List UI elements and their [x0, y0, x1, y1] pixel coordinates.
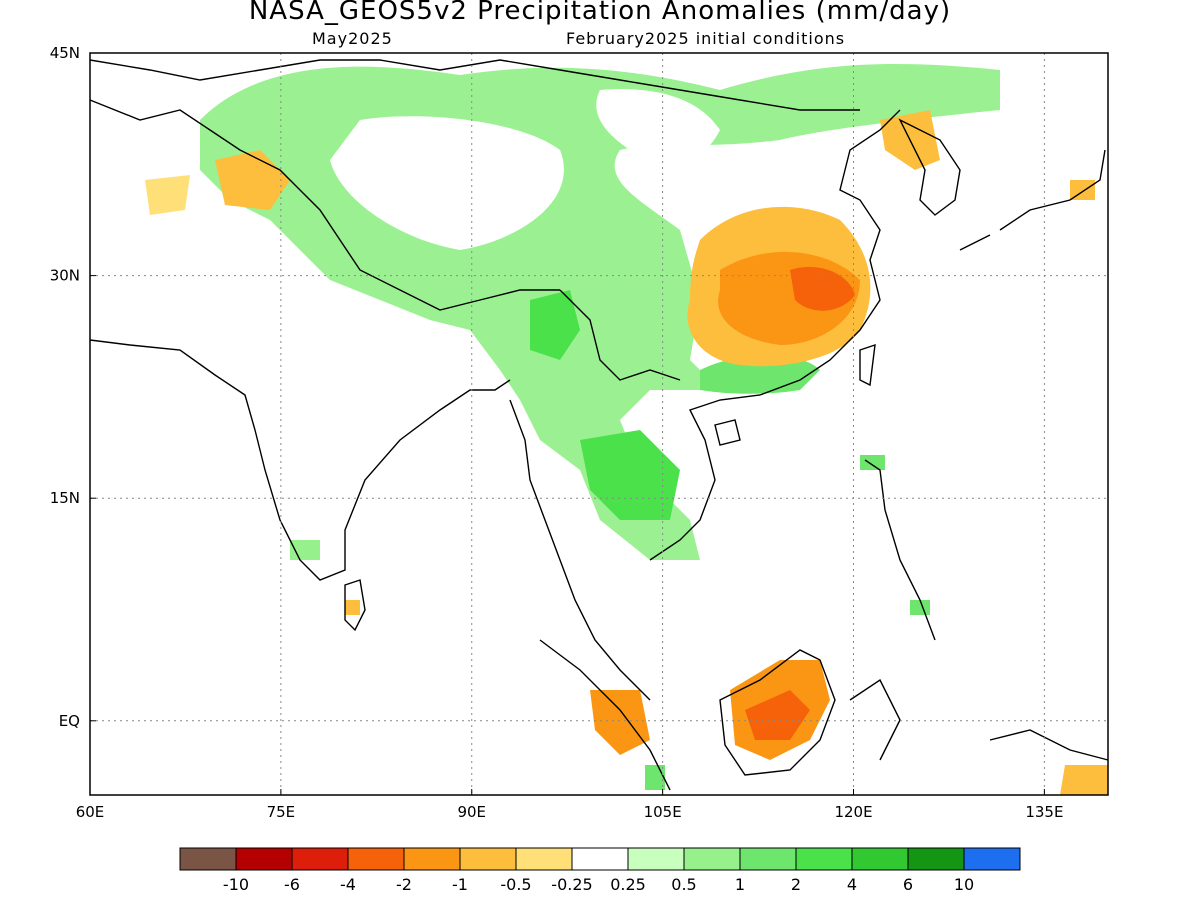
colorbar-swatch — [459, 847, 517, 871]
dry-region-sumatra — [590, 690, 650, 755]
colorbar-label: -2 — [396, 875, 412, 894]
colorbar-swatch — [179, 847, 237, 871]
y-tick-label: 45N — [50, 44, 80, 62]
initial-conditions: February2025 initial conditions — [566, 29, 846, 48]
y-tick-label: EQ — [59, 712, 80, 730]
colorbar: -10 -6 -4 -2 -1 -0.5 -0.25 0.25 0.5 1 2 4 6 10 — [179, 847, 1021, 894]
colorbar-label: -10 — [223, 875, 249, 894]
forecast-month: May2025 — [312, 29, 393, 48]
colorbar-label: 0.5 — [671, 875, 696, 894]
colorbar-label: 1 — [735, 875, 745, 894]
colorbar-label: -4 — [340, 875, 356, 894]
x-tick-label: 120E — [834, 803, 872, 821]
anomaly-shading — [145, 64, 1108, 795]
y-tick-label: 30N — [50, 267, 80, 285]
coastlines — [89, 59, 1109, 791]
x-tick-label: 135E — [1025, 803, 1063, 821]
colorbar-swatch — [571, 847, 629, 871]
axis-ticks: 60E 75E 90E 105E 120E 135E 45N 30N 15N EQ — [50, 44, 1064, 821]
colorbar-swatch — [851, 847, 909, 871]
colorbar-label: -0.5 — [500, 875, 531, 894]
x-tick-label: 105E — [644, 803, 682, 821]
wet-core-burma — [530, 290, 580, 360]
x-tick-label: 75E — [267, 803, 296, 821]
colorbar-label: 4 — [847, 875, 857, 894]
colorbar-label: 0.25 — [610, 875, 646, 894]
colorbar-label: 2 — [791, 875, 801, 894]
colorbar-swatch — [963, 847, 1021, 871]
colorbar-label: -0.25 — [551, 875, 592, 894]
colorbar-swatch — [515, 847, 573, 871]
colorbar-label: 10 — [954, 875, 974, 894]
x-tick-label: 60E — [76, 803, 105, 821]
colorbar-swatch — [795, 847, 853, 871]
colorbar-label: -6 — [284, 875, 300, 894]
x-tick-label: 90E — [457, 803, 486, 821]
colorbar-swatch — [739, 847, 797, 871]
map-title: NASA_GEOS5v2 Precipitation Anomalies (mm… — [248, 0, 952, 26]
colorbar-label: 6 — [903, 875, 913, 894]
colorbar-swatch — [403, 847, 461, 871]
colorbar-swatch — [347, 847, 405, 871]
map-frame — [89, 52, 1109, 796]
colorbar-swatch — [291, 847, 349, 871]
y-tick-label: 15N — [50, 489, 80, 507]
wet-core-indochina — [580, 430, 680, 520]
colorbar-swatch — [683, 847, 741, 871]
colorbar-label: -1 — [452, 875, 468, 894]
grid-lines — [90, 53, 1108, 795]
colorbar-swatch — [627, 847, 685, 871]
colorbar-swatch — [907, 847, 965, 871]
colorbar-swatch — [235, 847, 293, 871]
